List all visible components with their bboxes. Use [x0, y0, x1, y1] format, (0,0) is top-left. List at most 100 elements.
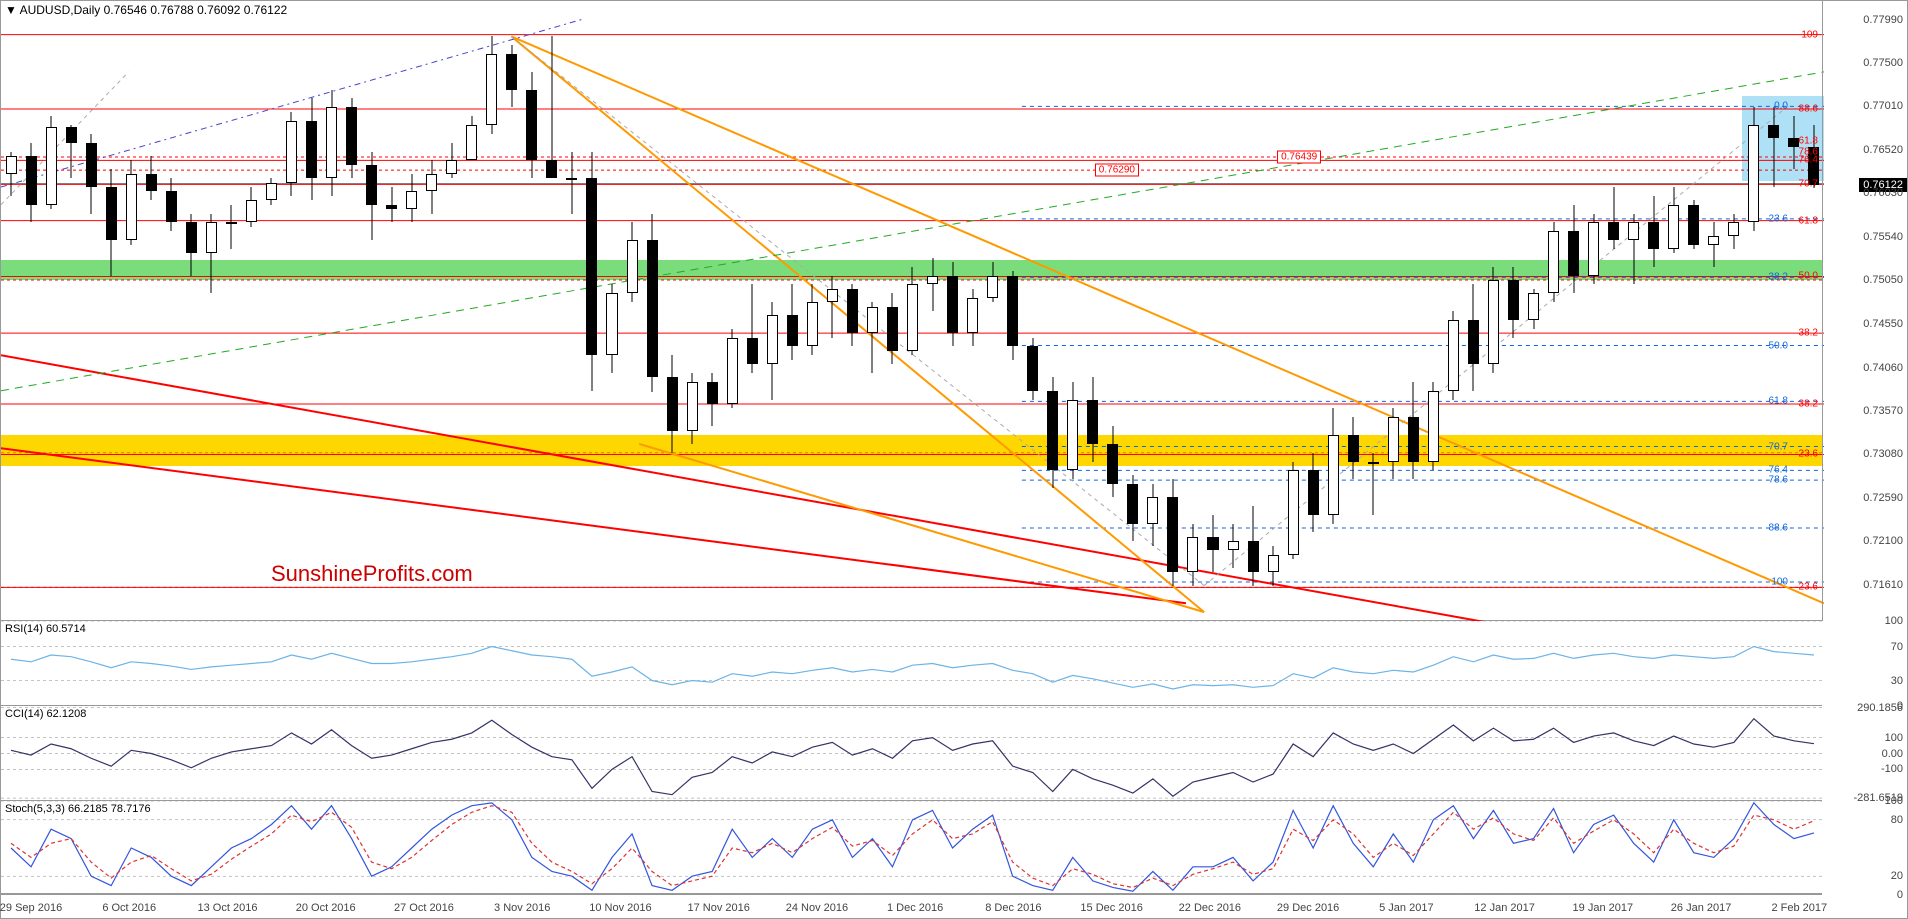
candle	[1388, 1, 1399, 621]
price-tick: 0.73570	[1863, 405, 1903, 417]
fib-label: 78.6	[1797, 146, 1820, 157]
price-tick: 0.72100	[1863, 535, 1903, 547]
indicator-tick: 0.00	[1882, 748, 1903, 760]
indicator-tick: 100	[1885, 615, 1903, 627]
indicator-tick: 100	[1885, 795, 1903, 807]
cci-label: CCI(14) 62.1208	[5, 708, 86, 720]
candle	[146, 1, 157, 621]
candle	[1187, 1, 1198, 621]
candle	[1007, 1, 1018, 621]
candle	[546, 1, 557, 621]
candle	[1408, 1, 1419, 621]
candle	[1268, 1, 1279, 621]
price-tick: 0.71610	[1863, 579, 1903, 591]
candle	[1488, 1, 1499, 621]
candle	[386, 1, 397, 621]
candle	[506, 1, 517, 621]
indicator-tick: 30	[1891, 675, 1903, 687]
fib-label: 78.6	[1767, 475, 1790, 486]
price-callout: 0.76439	[1277, 150, 1321, 163]
candle	[907, 1, 918, 621]
date-tick: 26 Jan 2017	[1671, 902, 1732, 914]
rsi-axis: 10070300	[1822, 621, 1907, 705]
candle	[446, 1, 457, 621]
candle	[987, 1, 998, 621]
candle	[586, 1, 597, 621]
candle	[1288, 1, 1299, 621]
indicator-tick: 290.1856	[1857, 702, 1903, 714]
candle	[1027, 1, 1038, 621]
candle	[1368, 1, 1379, 621]
candle	[1107, 1, 1118, 621]
fib-label: 61.8	[1797, 215, 1820, 226]
date-tick: 12 Jan 2017	[1474, 902, 1535, 914]
fib-label: 70.7	[1797, 179, 1820, 190]
candle	[727, 1, 738, 621]
fib-label: 88.6	[1797, 104, 1820, 115]
candle	[406, 1, 417, 621]
candle	[326, 1, 337, 621]
fib-label: 61.8	[1797, 135, 1820, 146]
candle	[226, 1, 237, 621]
candle	[1167, 1, 1178, 621]
price-tick: 0.75540	[1863, 231, 1903, 243]
date-tick: 29 Dec 2016	[1277, 902, 1339, 914]
fib-label: 0.0	[1772, 101, 1790, 112]
candle	[526, 1, 537, 621]
candle	[887, 1, 898, 621]
candle	[1548, 1, 1559, 621]
candle	[1468, 1, 1479, 621]
date-tick: 2 Feb 2017	[1771, 902, 1827, 914]
symbol-label: AUDUSD,Daily	[20, 3, 101, 17]
candle	[627, 1, 638, 621]
price-tick: 0.72590	[1863, 492, 1903, 504]
collapse-icon[interactable]: ▼	[5, 3, 17, 17]
price-tick: 0.75050	[1863, 274, 1903, 286]
candle	[1568, 1, 1579, 621]
candle	[426, 1, 437, 621]
candle	[46, 1, 57, 621]
date-axis: 29 Sep 20166 Oct 201613 Oct 201620 Oct 2…	[1, 893, 1822, 918]
candle	[947, 1, 958, 621]
candle	[847, 1, 858, 621]
price-tick: 0.76030	[1863, 187, 1903, 199]
ohlc-o: 0.76546	[104, 3, 147, 17]
candle	[747, 1, 758, 621]
candle	[466, 1, 477, 621]
date-tick: 17 Nov 2016	[687, 902, 749, 914]
price-tick: 0.73080	[1863, 448, 1903, 460]
candle	[1748, 1, 1759, 621]
fib-label: 38.2	[1797, 328, 1820, 339]
candle	[1608, 1, 1619, 621]
candle	[967, 1, 978, 621]
rsi-panel[interactable]: RSI(14) 60.5714 10070300	[1, 621, 1822, 706]
candle	[86, 1, 97, 621]
candle	[1308, 1, 1319, 621]
price-axis: 0.76122 0.779900.775000.770100.765200.76…	[1822, 1, 1907, 621]
price-callout: 0.76290	[1095, 164, 1139, 177]
date-tick: 1 Dec 2016	[887, 902, 943, 914]
cci-panel[interactable]: CCI(14) 62.1208 290.18561000.00-100-281.…	[1, 706, 1822, 801]
fib-label: 109	[1799, 29, 1820, 40]
candle	[1788, 1, 1799, 621]
candle	[1708, 1, 1719, 621]
candle	[1648, 1, 1659, 621]
date-tick: 27 Oct 2016	[394, 902, 454, 914]
ohlc-l: 0.76092	[197, 3, 240, 17]
candle	[166, 1, 177, 621]
cci-axis: 290.18561000.00-100-281.6519	[1822, 706, 1907, 800]
cci-plot	[1, 706, 1824, 801]
candle	[1628, 1, 1639, 621]
main-price-chart[interactable]: ▼ AUDUSD,Daily 0.76546 0.76788 0.76092 0…	[1, 1, 1822, 621]
stoch-panel[interactable]: Stoch(5,3,3) 66.2185 78.7176 10080200	[1, 801, 1822, 895]
candle	[106, 1, 117, 621]
date-tick: 5 Jan 2017	[1379, 902, 1433, 914]
candle	[26, 1, 37, 621]
indicator-tick: -100	[1881, 763, 1903, 775]
candle	[1207, 1, 1218, 621]
watermark: SunshineProfits.com	[271, 561, 473, 587]
candle	[1728, 1, 1739, 621]
candle	[1087, 1, 1098, 621]
candle	[1348, 1, 1359, 621]
rsi-label: RSI(14) 60.5714	[5, 623, 86, 635]
